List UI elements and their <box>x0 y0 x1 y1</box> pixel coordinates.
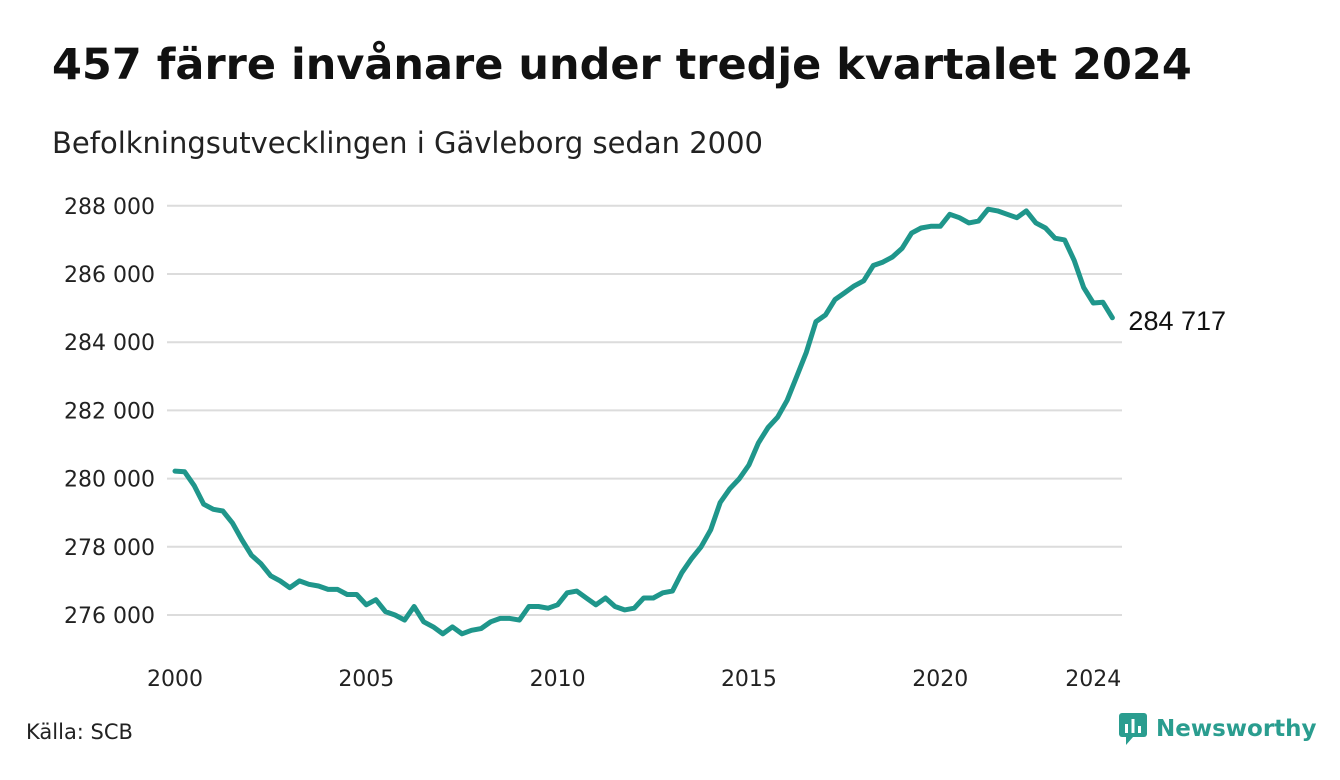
x-tick-label: 2000 <box>147 667 203 692</box>
x-tick-label: 2015 <box>721 667 777 692</box>
chart-title: 457 färre invånare under tredje kvartale… <box>52 40 1192 90</box>
line-chart: 276 000 278 000 280 000 282 000 284 000 286 0… <box>64 195 1226 692</box>
x-tick-label: 2010 <box>530 667 586 692</box>
y-tick-label: 282 000 <box>64 399 155 424</box>
newsworthy-logo-icon <box>1119 713 1147 745</box>
brand-name: Newsworthy <box>1156 716 1317 742</box>
y-tick-label: 284 000 <box>64 331 155 356</box>
y-axis: 276 000 278 000 280 000 282 000 284 000 286 0… <box>64 195 155 629</box>
y-tick-label: 276 000 <box>64 604 155 629</box>
y-tick-label: 278 000 <box>64 536 155 561</box>
end-value-label: 284 717 <box>1128 306 1226 336</box>
series-line <box>172 206 1115 637</box>
source-note: Källa: SCB <box>26 720 133 744</box>
y-tick-label: 288 000 <box>64 195 155 220</box>
x-tick-label: 2020 <box>912 667 968 692</box>
y-tick-label: 286 000 <box>64 263 155 288</box>
x-axis: 2000 2005 2010 2015 2020 2024 <box>147 667 1121 692</box>
x-tick-label: 2024 <box>1065 667 1121 692</box>
brand-logo: Newsworthy <box>1118 712 1317 746</box>
y-tick-label: 280 000 <box>64 468 155 493</box>
grid-lines <box>167 204 1122 616</box>
chart-subtitle: Befolkningsutvecklingen i Gävleborg seda… <box>52 126 764 160</box>
series-layer <box>172 206 1115 637</box>
x-tick-label: 2005 <box>338 667 394 692</box>
